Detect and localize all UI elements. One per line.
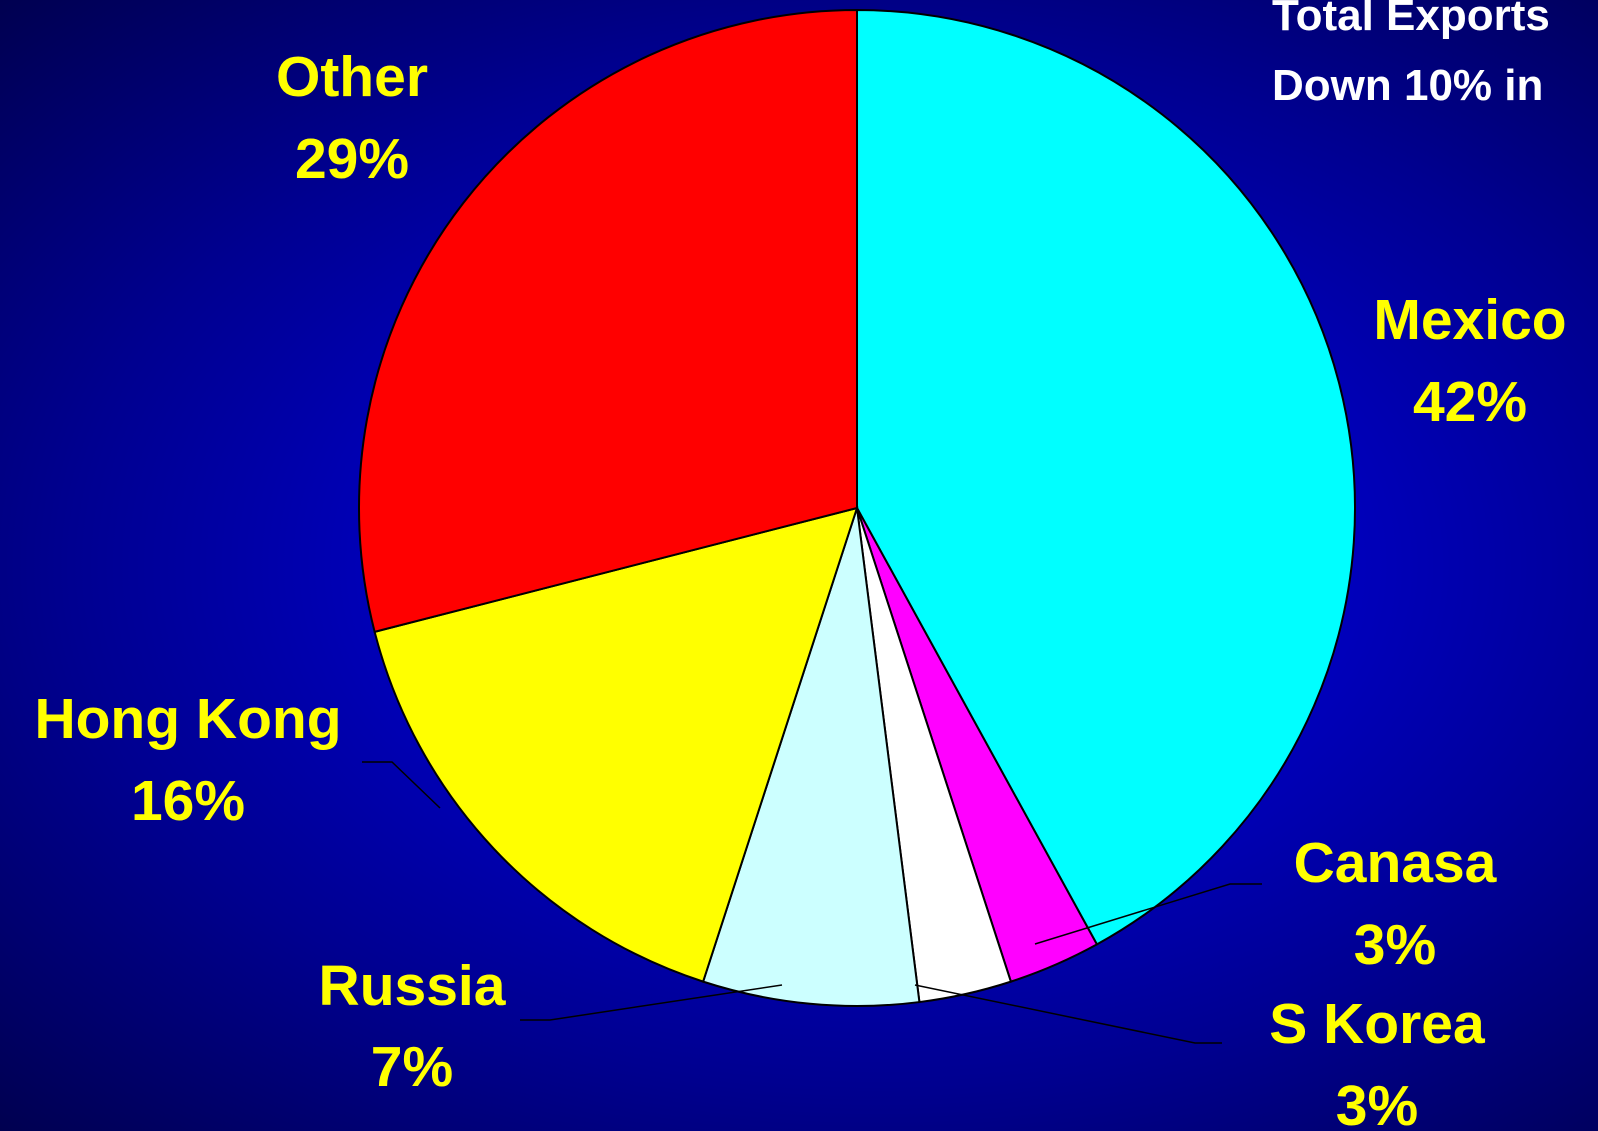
leader-line-russia	[520, 984, 783, 1021]
pie-slice-russia	[701, 507, 921, 1007]
slice-label-s-korea: S Korea	[1269, 992, 1486, 1056]
pie-slice-hong-kong	[373, 506, 859, 983]
note-line-2: Down 10% in	[1272, 61, 1543, 110]
slice-value-russia: 7%	[371, 1035, 453, 1099]
slice-label-other: Other	[276, 45, 428, 109]
leader-line-s-korea	[914, 984, 1222, 1044]
pie-slice-mexico	[856, 8, 1356, 946]
slice-value-other: 29%	[295, 127, 409, 191]
slice-value-canasa: 3%	[1354, 913, 1436, 977]
slice-value-hong-kong: 16%	[131, 769, 245, 833]
slice-label-hong-kong: Hong Kong	[34, 687, 341, 751]
pie-slice-other	[358, 8, 858, 634]
note-line-1: Total Exports	[1272, 0, 1550, 40]
leader-line-hong-kong	[362, 761, 441, 809]
leader-line-canasa	[1034, 883, 1262, 945]
slice-label-canasa: Canasa	[1294, 831, 1498, 895]
slice-label-mexico: Mexico	[1373, 288, 1566, 352]
leader-lines	[362, 761, 1262, 1044]
pie-slices	[358, 8, 1356, 1007]
slice-label-russia: Russia	[319, 954, 507, 1018]
slice-labels: Other 29% Mexico 42% Hong Kong 16% Canas…	[34, 45, 1566, 1131]
slice-value-s-korea: 3%	[1336, 1074, 1418, 1131]
slice-value-mexico: 42%	[1413, 370, 1527, 434]
chart-notes: Total Exports Down 10% in	[1272, 0, 1550, 110]
